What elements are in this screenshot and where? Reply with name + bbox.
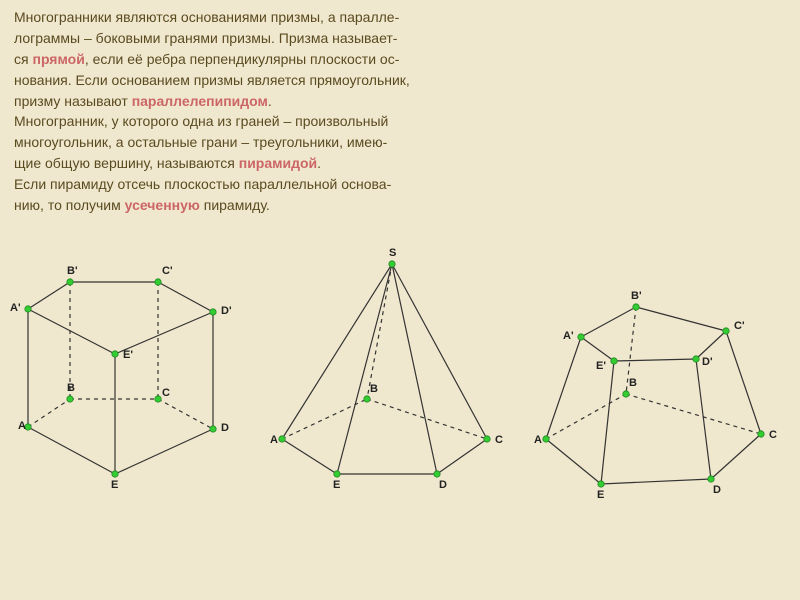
t-p1e2: .	[268, 93, 272, 109]
svg-text:D': D'	[221, 305, 232, 317]
svg-text:C': C'	[162, 265, 173, 277]
t-p3b1: нию, то получим	[14, 197, 125, 213]
t-p1e1: призму называют	[14, 93, 132, 109]
hl-straight: прямой	[32, 51, 84, 67]
svg-text:A: A	[270, 434, 278, 446]
svg-text:C: C	[769, 429, 777, 441]
t-p1c1: ся	[14, 51, 32, 67]
t-p1b: лограммы – боковыми гранями призмы. Приз…	[14, 30, 397, 46]
svg-text:B: B	[67, 382, 75, 394]
svg-text:E: E	[333, 479, 340, 491]
svg-text:A: A	[534, 434, 542, 446]
t-p1a: Многогранники являются основаниями призм…	[14, 9, 399, 25]
svg-text:A': A'	[10, 302, 21, 314]
t-p1d: нования. Если основанием призмы является…	[14, 72, 410, 88]
svg-text:C: C	[495, 434, 503, 446]
hl-pyramid: пирамидой	[239, 155, 317, 171]
t-p2c2: .	[317, 155, 321, 171]
frustum-diagram: A' B' C' D' E' A B C D E	[526, 229, 796, 543]
prism-diagram: A' B' C' D' E' A B C D E	[8, 229, 258, 543]
pyramid-diagram: S A B C D E	[262, 229, 522, 543]
t-p2c1: щие общую вершину, называются	[14, 155, 239, 171]
svg-text:B': B'	[631, 290, 642, 302]
svg-text:A: A	[18, 420, 26, 432]
hl-truncated: усеченную	[125, 197, 200, 213]
diagram-area: A' B' C' D' E' A B C D E S A B C D E A' B' C' D' E' A B C D E	[0, 221, 800, 551]
svg-text:S: S	[389, 247, 396, 259]
description-text: Многогранники являются основаниями призм…	[0, 0, 800, 221]
hl-parallelepiped: параллелепипидом	[132, 93, 268, 109]
svg-text:C: C	[162, 387, 170, 399]
t-p1c2: , если её ребра перпендикулярны плоскост…	[85, 51, 400, 67]
svg-text:C': C'	[734, 320, 745, 332]
svg-text:E: E	[597, 489, 604, 501]
t-p2b: многоугольник, а остальные грани – треуг…	[14, 134, 387, 150]
t-p3b2: пирамиду.	[200, 197, 270, 213]
svg-text:B': B'	[67, 265, 78, 277]
svg-text:D: D	[713, 484, 721, 496]
svg-text:D: D	[439, 479, 447, 491]
t-p2a: Многогранник, у которого одна из граней …	[14, 113, 388, 129]
svg-text:B: B	[370, 383, 378, 395]
svg-text:E': E'	[596, 360, 606, 372]
svg-text:E: E	[111, 479, 118, 491]
t-p3a: Если пирамиду отсечь плоскостью параллел…	[14, 176, 391, 192]
svg-text:B: B	[629, 377, 637, 389]
svg-text:D': D'	[702, 356, 713, 368]
svg-text:E': E'	[123, 349, 133, 361]
svg-text:A': A'	[563, 330, 574, 342]
svg-text:D: D	[221, 422, 229, 434]
